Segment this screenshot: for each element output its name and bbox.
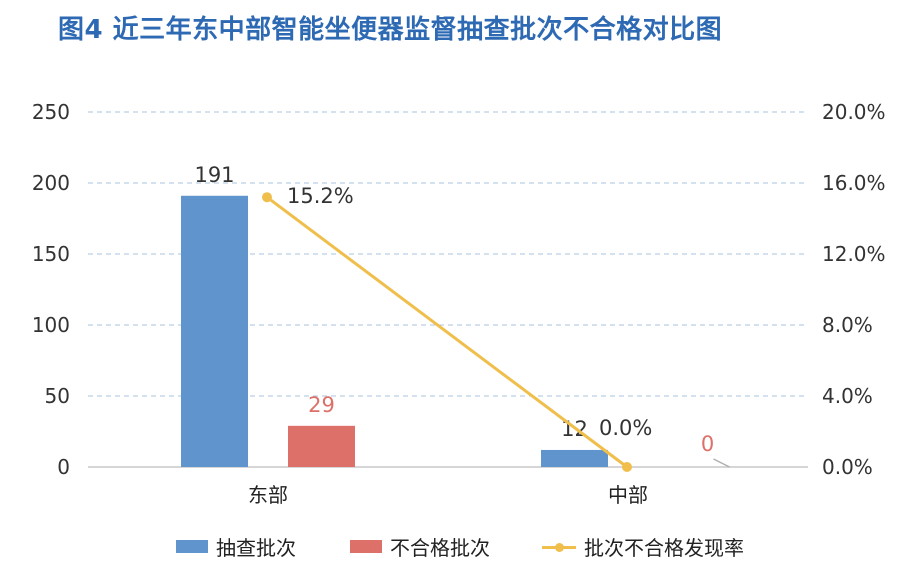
y-left-tick-label: 0 (57, 455, 70, 479)
data-label-leader-line (713, 458, 730, 468)
legend: 抽查批次 不合格批次 批次不合格发现率 (0, 528, 905, 562)
bar-unqualified (288, 425, 355, 467)
rate-data-label: 15.2% (287, 184, 354, 208)
legend-item-rate: 批次不合格发现率 (542, 532, 744, 561)
y-left-tick-label: 200 (32, 171, 70, 195)
y-right-tick-label: 20.0% (822, 100, 886, 124)
legend-swatch-unqualified (350, 540, 382, 553)
bar-inspected (181, 195, 248, 467)
rate-data-label: 0.0% (599, 416, 652, 440)
rate-line (266, 195, 628, 469)
legend-label-inspected: 抽查批次 (216, 536, 296, 560)
bar-data-label: 29 (308, 393, 335, 417)
legend-item-inspected: 抽查批次 (176, 532, 296, 561)
rate-point (262, 192, 272, 203)
x-category-label: 中部 (608, 483, 648, 507)
y-right-tick-label: 0.0% (822, 455, 873, 479)
y-left-tick-label: 100 (32, 313, 70, 337)
rate-point (622, 462, 632, 472)
bar-inspected (541, 449, 608, 467)
y-left-tick-label: 250 (32, 100, 70, 124)
y-left-tick-label: 50 (45, 384, 70, 408)
y-right-tick-label: 12.0% (822, 242, 886, 266)
legend-item-unqualified: 不合格批次 (350, 532, 490, 561)
y-right-tick-label: 8.0% (822, 313, 873, 337)
chart-title: 图4 近三年东中部智能坐便器监督抽查批次不合格对比图 (58, 15, 723, 45)
legend-label-unqualified: 不合格批次 (390, 536, 490, 560)
legend-label-rate: 批次不合格发现率 (584, 536, 744, 560)
x-category-label: 东部 (248, 483, 288, 507)
legend-swatch-inspected (176, 540, 208, 553)
bar-data-label: 0 (701, 432, 714, 456)
y-right-tick-label: 16.0% (822, 171, 886, 195)
bar-data-label: 191 (194, 163, 234, 187)
y-left-tick-label: 150 (32, 242, 70, 266)
y-right-tick-label: 4.0% (822, 384, 873, 408)
chart: 0 0.0% 50 4.0% 100 8.0% 150 12.0% 200 16.0% 250 20.… (32, 100, 886, 507)
legend-swatch-rate (542, 540, 576, 554)
